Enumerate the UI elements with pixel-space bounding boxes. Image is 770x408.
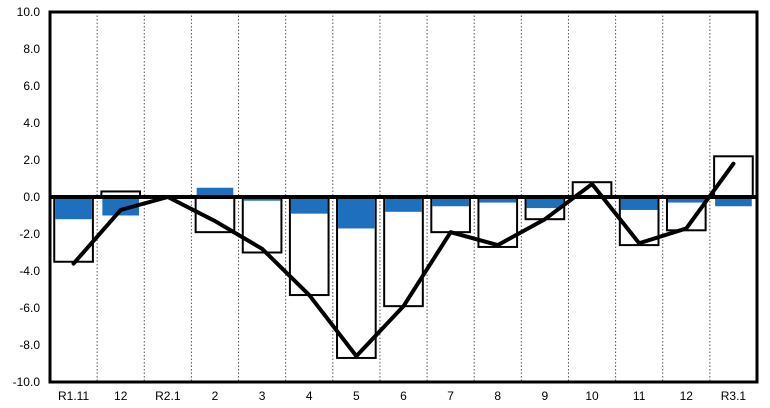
x-tick-label: 12 bbox=[114, 389, 128, 403]
filled-bar bbox=[196, 187, 234, 197]
filled-bar bbox=[715, 197, 752, 207]
line-point bbox=[497, 244, 499, 246]
filled-bar bbox=[432, 197, 469, 207]
filled-bar bbox=[526, 197, 564, 209]
plot-frame bbox=[48, 10, 759, 384]
line-point bbox=[261, 248, 263, 250]
line-point bbox=[638, 242, 640, 244]
outline-bars bbox=[53, 155, 754, 359]
x-tick-label: R2.1 bbox=[155, 389, 181, 403]
y-tick-label: 10.0 bbox=[17, 5, 41, 19]
x-axis-tick-labels: R1.11 12 R2.1 2 3 4 5 6 7 8 9 10 11 12 R3.1 bbox=[58, 389, 746, 403]
line-point bbox=[685, 227, 687, 229]
plot-border bbox=[48, 10, 759, 384]
outline-bar bbox=[241, 196, 283, 254]
y-tick-label: 2.0 bbox=[23, 153, 40, 167]
grid-lines bbox=[96, 12, 711, 382]
line-point bbox=[73, 263, 75, 265]
line-point bbox=[450, 231, 452, 233]
x-tick-label: 6 bbox=[400, 389, 407, 403]
filled-bar bbox=[385, 197, 422, 212]
x-tick-label: 2 bbox=[212, 389, 219, 403]
line-point bbox=[120, 209, 122, 211]
line-point bbox=[544, 218, 546, 220]
y-axis-tick-labels: 10.0 8.0 6.0 4.0 2.0 0.0 -2.0 -4.0 -6.0 -8.0 -10.0 bbox=[13, 5, 41, 389]
filled-bar bbox=[55, 197, 92, 220]
x-tick-label: 3 bbox=[259, 389, 266, 403]
line-point bbox=[214, 220, 216, 222]
filled-bar bbox=[667, 197, 705, 203]
y-tick-label: 8.0 bbox=[23, 42, 40, 56]
y-tick-label: 6.0 bbox=[23, 79, 40, 93]
line-point bbox=[308, 294, 310, 296]
x-tick-label: 8 bbox=[494, 389, 501, 403]
outline-bar bbox=[383, 196, 424, 308]
y-tick-label: -4.0 bbox=[19, 264, 40, 278]
filled-bar bbox=[290, 197, 328, 214]
line-point bbox=[732, 163, 734, 165]
filled-bar bbox=[338, 197, 375, 229]
x-tick-label: 4 bbox=[306, 389, 313, 403]
line-point bbox=[355, 355, 357, 357]
x-tick-label: 10 bbox=[585, 389, 599, 403]
filled-bar bbox=[102, 197, 140, 216]
filled-bar bbox=[620, 197, 658, 210]
y-tick-label: 4.0 bbox=[23, 116, 40, 130]
line-point bbox=[591, 183, 593, 185]
x-tick-label: 12 bbox=[680, 389, 694, 403]
line-point bbox=[403, 305, 404, 307]
line-point bbox=[167, 196, 169, 198]
y-tick-label: -8.0 bbox=[19, 338, 40, 352]
x-tick-label: 5 bbox=[353, 389, 360, 403]
x-tick-label: R3.1 bbox=[721, 389, 747, 403]
filled-bar bbox=[479, 197, 517, 203]
y-tick-label: -6.0 bbox=[19, 301, 40, 315]
x-tick-label: 7 bbox=[447, 389, 454, 403]
x-tick-label: 9 bbox=[542, 389, 549, 403]
x-tick-label: R1.11 bbox=[58, 389, 89, 403]
y-tick-label: 0.0 bbox=[23, 190, 40, 204]
y-tick-label: -2.0 bbox=[19, 227, 40, 241]
y-tick-label: -10.0 bbox=[13, 375, 41, 389]
x-tick-label: 11 bbox=[633, 389, 646, 403]
trend-line-group bbox=[71, 161, 736, 359]
